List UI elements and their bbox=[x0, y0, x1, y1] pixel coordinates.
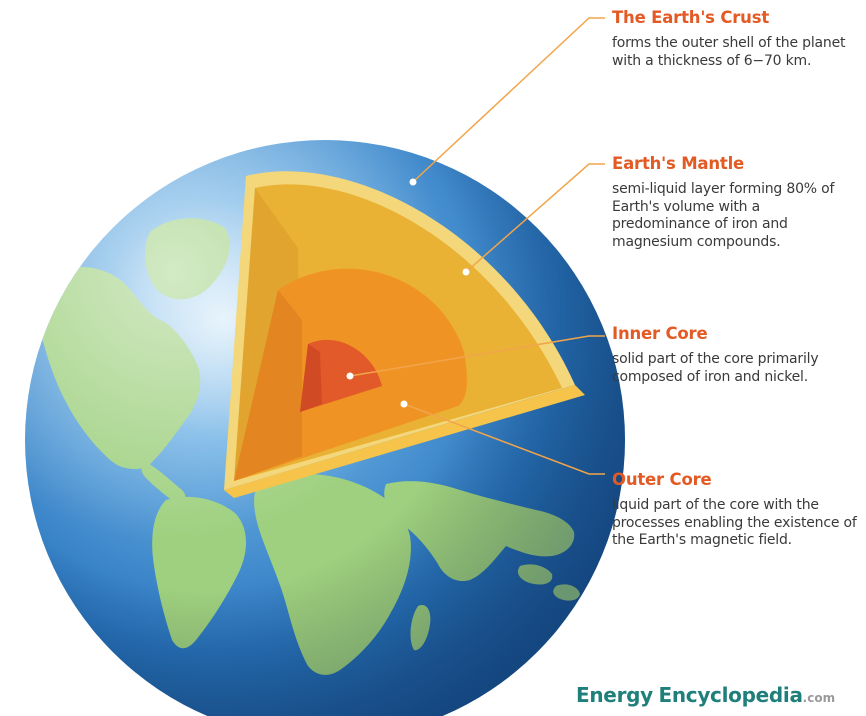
leader-line-outer-core bbox=[403, 403, 605, 475]
crust-label: The Earth's Crust forms the outer shell … bbox=[612, 8, 862, 70]
crust-title: The Earth's Crust bbox=[612, 8, 770, 27]
outer-core-label: Outer Core liquid part of the core with … bbox=[612, 470, 862, 550]
brand-domain: .com bbox=[802, 691, 836, 705]
wedge-bottom-face bbox=[224, 385, 585, 498]
mantle-title: Earth's Mantle bbox=[612, 154, 745, 173]
leader-lines bbox=[349, 17, 605, 475]
mantle-description: semi-liquid layer forming 80% of Earth's… bbox=[612, 181, 835, 250]
brand-logo: Energy Encyclopedia.com bbox=[576, 683, 835, 707]
leader-dots bbox=[346, 178, 470, 408]
cutaway-wedge bbox=[224, 171, 585, 498]
leader-line-mantle bbox=[465, 163, 605, 273]
inner-core-description: solid part of the core primarily compose… bbox=[612, 351, 819, 385]
inner-core-title: Inner Core bbox=[612, 324, 708, 343]
mantle-marker-dot bbox=[462, 268, 470, 276]
outer-core-title: Outer Core bbox=[612, 470, 712, 489]
leader-line-crust bbox=[412, 17, 605, 183]
brand-word-energy: Energy bbox=[576, 683, 653, 707]
mantle-label: Earth's Mantle semi-liquid layer forming… bbox=[612, 154, 862, 251]
crust-marker-dot bbox=[409, 178, 417, 186]
outer-core-description: liquid part of the core with the process… bbox=[612, 497, 857, 548]
inner-core-marker-dot bbox=[346, 372, 354, 380]
outer-core-side-face bbox=[234, 290, 302, 481]
crust-description: forms the outer shell of the planet with… bbox=[612, 35, 846, 69]
inner-core-side-face bbox=[300, 344, 322, 412]
inner-core-label: Inner Core solid part of the core primar… bbox=[612, 324, 862, 386]
brand-word-encyclopedia: Encyclopedia bbox=[658, 683, 803, 707]
outer-core-marker-dot bbox=[400, 400, 408, 408]
leader-line-inner-core bbox=[349, 335, 605, 377]
